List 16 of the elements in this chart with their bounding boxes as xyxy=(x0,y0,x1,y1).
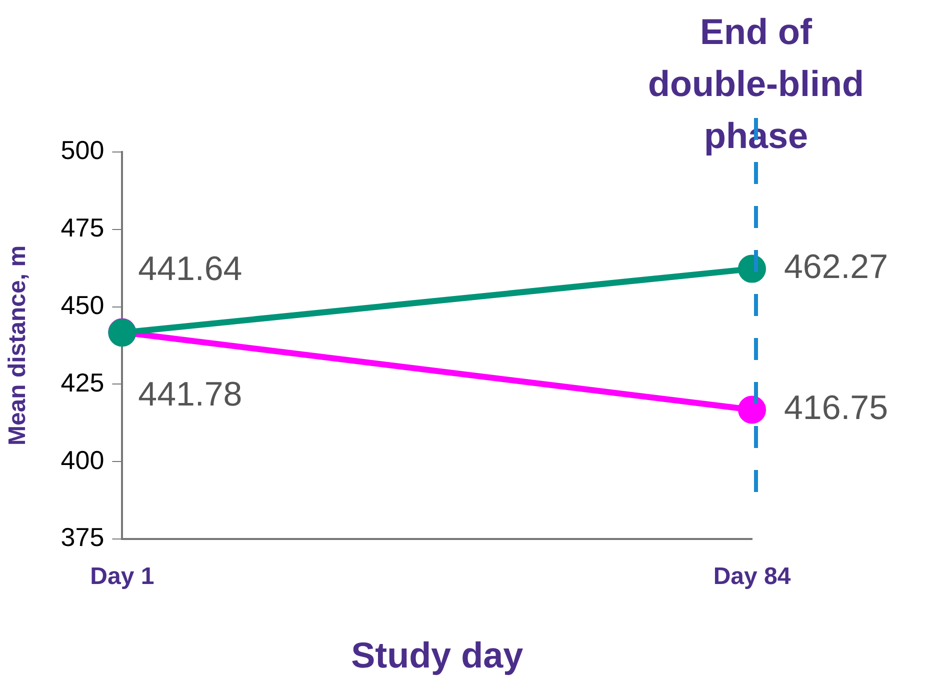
y-tick-label: 400 xyxy=(60,444,104,475)
y-tick-label: 500 xyxy=(60,135,104,166)
y-tick-label: 425 xyxy=(60,367,104,398)
point xyxy=(738,396,766,424)
y-tick-label: 375 xyxy=(60,522,104,552)
x-tick-label: Day 1 xyxy=(90,563,154,590)
ref-line-label: End of double-blind phase xyxy=(648,11,864,156)
y-axis-title: Mean distance, m xyxy=(4,245,32,446)
y-tick-label: 475 xyxy=(60,212,104,243)
data-label: 441.78 xyxy=(138,376,242,414)
x-axis-title: Study day xyxy=(351,634,524,676)
y-tick-label: 450 xyxy=(60,290,104,320)
x-tick-label: Day 84 xyxy=(713,563,792,590)
data-label: 462.27 xyxy=(784,248,888,286)
data-label: 416.75 xyxy=(784,389,888,428)
data-label: 441.64 xyxy=(138,250,242,288)
